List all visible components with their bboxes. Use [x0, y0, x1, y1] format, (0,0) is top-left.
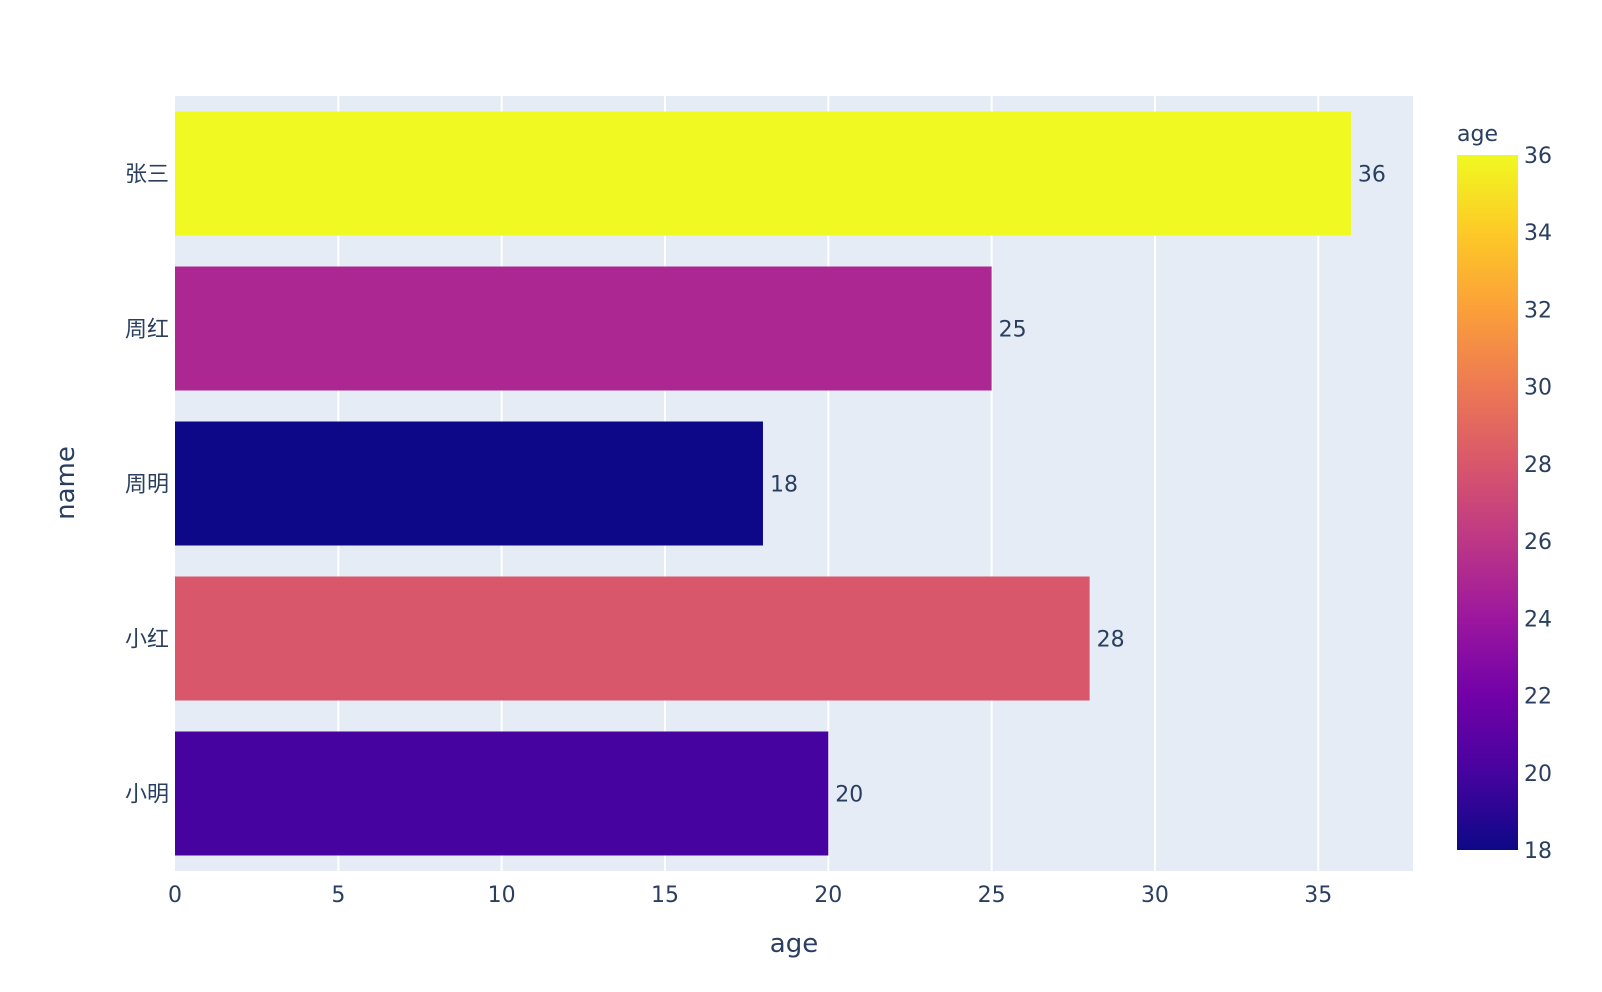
x-tick-label: 35: [1304, 883, 1332, 908]
colorbar-tick-label: 34: [1524, 221, 1552, 246]
y-axis-title: name: [51, 446, 81, 520]
y-tick-label: 张三: [125, 163, 169, 188]
colorbar: age 18 20 22 24 26 28 30 32 34 36: [1457, 122, 1552, 864]
bars: [175, 111, 1351, 856]
colorbar-tick-label: 20: [1524, 762, 1552, 787]
colorbar-tick-label: 36: [1524, 144, 1552, 169]
x-tick-label: 30: [1141, 883, 1169, 908]
colorbar-tick-label: 18: [1524, 839, 1552, 864]
colorbar-tick-labels: 18 20 22 24 26 28 30 32 34 36: [1524, 144, 1552, 864]
x-axis-tick-labels: 0 5 10 15 20 25 30 35: [168, 883, 1332, 908]
x-tick-label: 25: [978, 883, 1006, 908]
bar-张三: [175, 111, 1351, 236]
colorbar-tick-label: 32: [1524, 298, 1552, 323]
bar-value-label: 25: [999, 318, 1027, 343]
x-axis-title: age: [770, 929, 818, 959]
colorbar-tick-label: 22: [1524, 685, 1552, 710]
bar-周明: [175, 421, 763, 546]
y-axis-tick-labels: 小明 小红 周明 周红 张三: [125, 163, 169, 808]
bar-value-label: 36: [1358, 163, 1386, 188]
x-tick-label: 0: [168, 883, 182, 908]
colorbar-tick-label: 30: [1524, 376, 1552, 401]
bar-value-label: 28: [1097, 628, 1125, 653]
x-tick-label: 10: [488, 883, 516, 908]
colorbar-tick-label: 26: [1524, 530, 1552, 555]
bar-小明: [175, 731, 829, 856]
y-tick-label: 周明: [125, 473, 169, 498]
bar-labels: 20 28 18 25 36: [770, 163, 1386, 808]
bar-周红: [175, 266, 992, 391]
y-tick-label: 小明: [125, 783, 169, 808]
x-tick-label: 5: [331, 883, 345, 908]
x-tick-label: 20: [814, 883, 842, 908]
x-tick-label: 15: [651, 883, 679, 908]
colorbar-tick-label: 24: [1524, 607, 1552, 632]
y-tick-label: 周红: [125, 318, 169, 343]
colorbar-scale: [1457, 155, 1518, 850]
bar-value-label: 20: [835, 783, 863, 808]
colorbar-tick-label: 28: [1524, 453, 1552, 478]
colorbar-title: age: [1457, 122, 1498, 147]
bar-value-label: 18: [770, 473, 798, 498]
bar-小红: [175, 576, 1090, 701]
y-tick-label: 小红: [125, 628, 169, 653]
